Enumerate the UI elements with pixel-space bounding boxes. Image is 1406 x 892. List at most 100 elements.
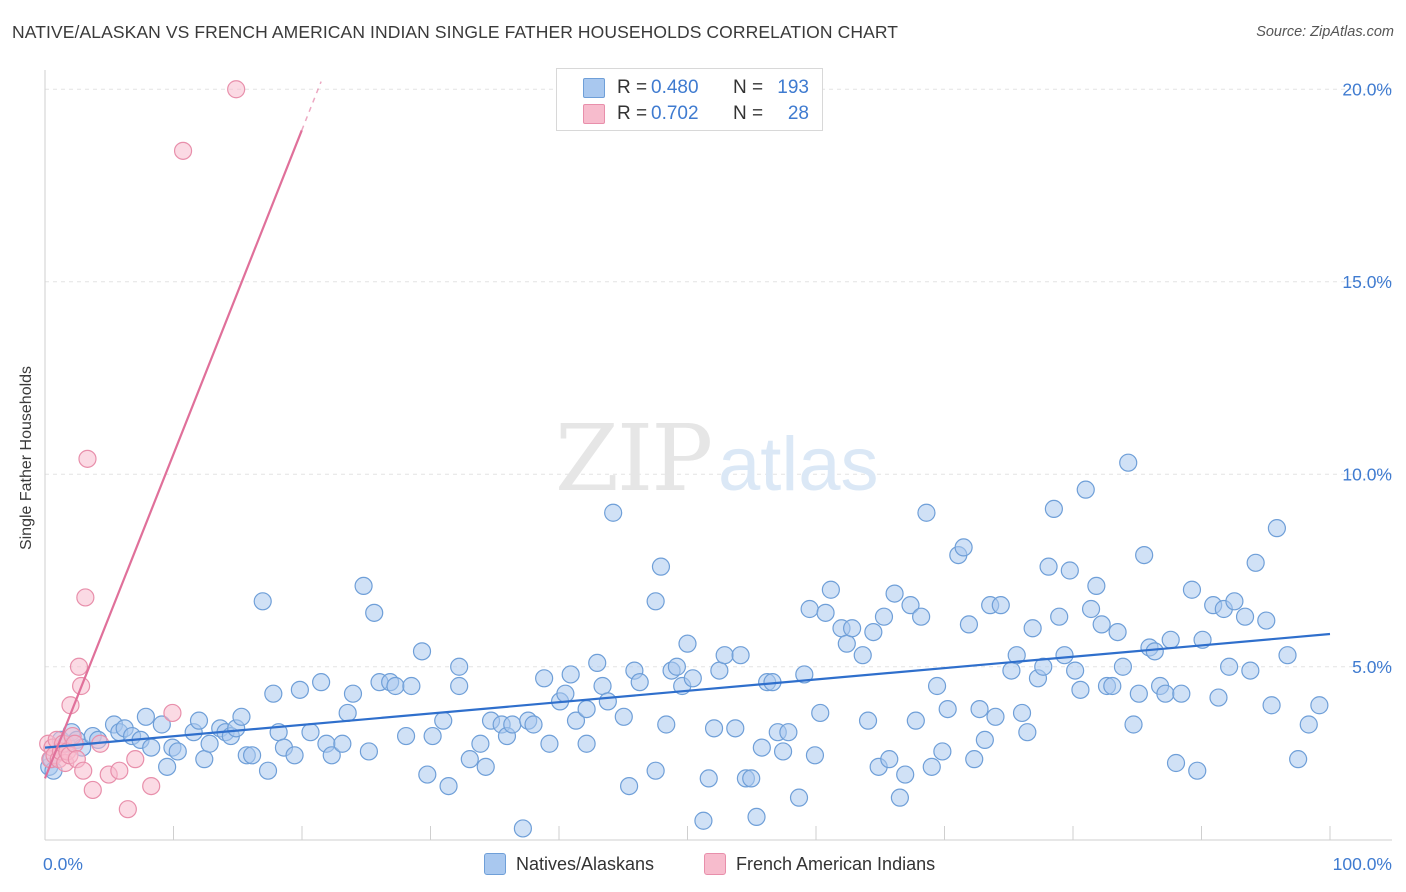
data-point-natives: [1071, 680, 1090, 699]
data-point-natives: [1225, 592, 1244, 611]
data-point-natives: [1145, 642, 1164, 661]
data-point-natives: [593, 676, 612, 696]
correlation-legend: R = 0.480 N = 193 R = 0.702 N = 28: [556, 68, 823, 131]
data-point-natives: [816, 603, 835, 622]
data-point-natives: [1087, 576, 1106, 596]
data-point-natives: [338, 703, 357, 723]
data-point-natives: [1278, 646, 1297, 665]
data-point-natives: [986, 707, 1005, 726]
series-natives-alaskans: [40, 453, 1329, 838]
watermark-atlas: atlas: [718, 422, 879, 507]
data-point-natives: [232, 707, 251, 726]
data-point-natives: [619, 776, 639, 796]
data-point-french: [163, 703, 182, 723]
data-point-natives: [1135, 545, 1154, 565]
data-point-natives: [540, 734, 559, 753]
data-point-natives: [1018, 723, 1037, 742]
bottom-swatch-french: [704, 853, 726, 875]
data-point-natives: [1166, 753, 1186, 773]
data-point-natives: [513, 819, 532, 838]
data-point-natives: [1002, 661, 1021, 680]
data-point-natives: [1257, 611, 1276, 630]
data-point-natives: [604, 503, 623, 522]
legend-n-label: N =: [733, 103, 764, 124]
data-point-natives: [1039, 557, 1058, 576]
legend-r-value: 0.480: [651, 77, 699, 98]
data-point-french: [78, 449, 97, 468]
data-point-natives: [896, 765, 915, 784]
data-point-natives: [200, 734, 219, 753]
data-point-natives: [258, 761, 278, 780]
legend-row-natives: R = 0.480 N = 193: [583, 77, 809, 99]
data-point-natives: [1066, 661, 1085, 680]
data-point-natives: [1092, 615, 1111, 634]
data-point-natives: [970, 699, 989, 719]
watermark: ZIP atlas: [555, 405, 879, 512]
data-point-natives: [1044, 499, 1063, 518]
data-point-natives: [396, 726, 416, 746]
data-point-natives: [450, 657, 469, 676]
data-point-natives: [365, 603, 384, 622]
trend-lines: [43, 81, 1331, 779]
data-point-natives: [773, 742, 793, 761]
data-point-natives: [715, 646, 734, 665]
data-point-natives: [556, 684, 575, 703]
data-point-natives: [678, 634, 697, 653]
data-point-natives: [158, 757, 177, 776]
data-point-natives: [954, 538, 973, 557]
data-point-natives: [1108, 622, 1127, 642]
y-axis-label: Single Father Households: [18, 365, 35, 551]
legend-n-label: N =: [733, 77, 764, 98]
bottom-legend-label: French American Indians: [736, 853, 936, 874]
data-point-natives: [1220, 657, 1239, 676]
data-point-natives: [359, 742, 379, 761]
data-point-natives: [667, 657, 686, 676]
tick-labels: 5.0% 10.0% 15.0% 20.0% 0.0% 100.0%: [43, 79, 1392, 874]
data-point-natives: [535, 669, 554, 688]
data-point-natives: [386, 676, 405, 696]
y-tick-label: 5.0%: [1352, 657, 1392, 677]
data-point-natives: [991, 596, 1010, 615]
data-point-natives: [253, 592, 272, 611]
source-label: Source: ZipAtlas.com: [1256, 24, 1394, 40]
data-point-french: [69, 657, 89, 676]
chart-title: NATIVE/ALASKAN VS FRENCH AMERICAN INDIAN…: [12, 22, 899, 42]
data-point-natives: [1209, 688, 1228, 707]
data-point-natives: [189, 711, 209, 730]
data-point-natives: [1310, 696, 1329, 715]
y-tick-label: 20.0%: [1342, 79, 1392, 99]
data-point-natives: [630, 673, 649, 692]
data-point-natives: [837, 634, 856, 653]
bottom-swatch-natives: [484, 853, 506, 875]
bottom-legend-label: Natives/Alaskans: [516, 853, 655, 874]
data-point-natives: [524, 715, 543, 734]
data-point-natives: [742, 769, 761, 788]
data-point-natives: [168, 742, 187, 761]
data-point-natives: [1299, 715, 1318, 734]
data-point-natives: [152, 715, 171, 734]
y-tick-label: 10.0%: [1342, 464, 1392, 484]
data-point-natives: [858, 711, 878, 730]
data-point-natives: [142, 738, 161, 757]
data-point-natives: [646, 592, 665, 611]
data-point-natives: [1156, 684, 1175, 703]
data-point-natives: [853, 646, 872, 665]
data-point-french: [110, 761, 129, 780]
data-point-natives: [959, 615, 979, 634]
data-point-natives: [1129, 684, 1148, 703]
data-point-natives: [901, 596, 920, 615]
data-point-natives: [434, 711, 453, 730]
data-point-natives: [795, 665, 814, 684]
data-point-natives: [343, 684, 363, 703]
data-point-natives: [726, 719, 745, 738]
data-point-natives: [290, 680, 309, 699]
data-point-natives: [890, 788, 909, 807]
x-tick-label: 100.0%: [1333, 854, 1392, 874]
data-point-natives: [412, 642, 432, 661]
legend-n-value: 28: [787, 103, 809, 124]
data-point-natives: [1081, 599, 1101, 619]
data-point-natives: [646, 761, 665, 780]
data-point-natives: [811, 703, 830, 723]
data-point-natives: [1119, 453, 1138, 472]
